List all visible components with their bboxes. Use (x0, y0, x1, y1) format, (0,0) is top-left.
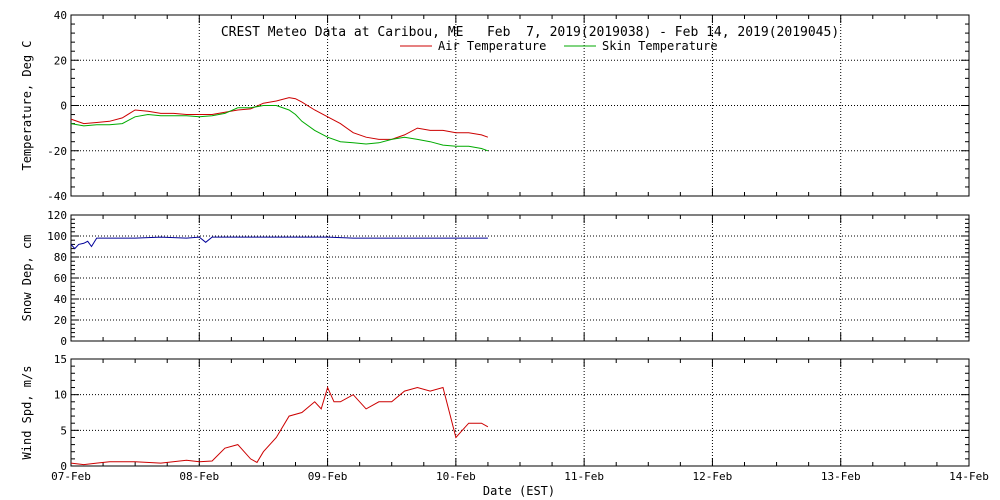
x-tick-label: 14-Feb (949, 470, 989, 483)
y-tick-label: 40 (54, 293, 67, 306)
x-tick-label: 12-Feb (693, 470, 733, 483)
y-tick-label: 15 (54, 353, 67, 366)
legend-label: Air Temperature (438, 39, 546, 53)
series-line-panel2 (70, 236, 488, 250)
y-tick-label: 0 (60, 460, 67, 473)
series-line-air-temperature (70, 97, 489, 140)
y-tick-label: 120 (47, 209, 67, 222)
y-tick-label: -40 (47, 190, 67, 203)
x-tick-label: 07-Feb (51, 470, 91, 483)
x-tick-label: 09-Feb (308, 470, 348, 483)
chart-title: CREST Meteo Data at Caribou, ME Feb 7, 2… (221, 25, 839, 40)
y-tick-label: -20 (47, 145, 67, 158)
x-tick-label: 10-Feb (436, 470, 476, 483)
y-tick-label: 60 (54, 272, 67, 285)
y-axis-label: Snow Dep, cm (20, 235, 34, 322)
y-tick-label: 40 (54, 9, 67, 22)
x-tick-label: 08-Feb (179, 470, 219, 483)
legend-label: Skin Temperature (602, 39, 718, 53)
y-tick-label: 20 (54, 314, 67, 327)
y-tick-label: 0 (60, 335, 67, 348)
plot-frame (70, 14, 970, 197)
panel-2: 0 20 40 60 80 100 120 Snow Dep, cm (20, 209, 970, 348)
y-tick-label: 20 (54, 54, 67, 67)
series-line-panel3 (70, 386, 489, 466)
panel-3: 0 5 10 15 Wind Spd, m/s 07-Feb 08-Feb 09-Feb 10-… (20, 353, 989, 483)
y-tick-label: 80 (54, 251, 67, 264)
y-tick-label: 0 (60, 100, 67, 113)
y-axis-label: Wind Spd, m/s (20, 366, 34, 460)
x-tick-label: 11-Feb (564, 470, 604, 483)
panel-1: -40 -20 0 20 40 Temperature, Deg C Air Tempera… (20, 9, 970, 203)
y-tick-label: 5 (60, 424, 67, 437)
x-axis-label: Date (EST) (483, 484, 555, 498)
y-tick-label: 10 (54, 389, 67, 402)
series-line-skin-temperature (70, 105, 489, 152)
x-tick-label: 13-Feb (821, 470, 861, 483)
y-axis-label: Temperature, Deg C (20, 40, 34, 170)
plot-frame (70, 358, 970, 467)
y-tick-label: 100 (47, 230, 67, 243)
plot-frame (70, 214, 970, 342)
